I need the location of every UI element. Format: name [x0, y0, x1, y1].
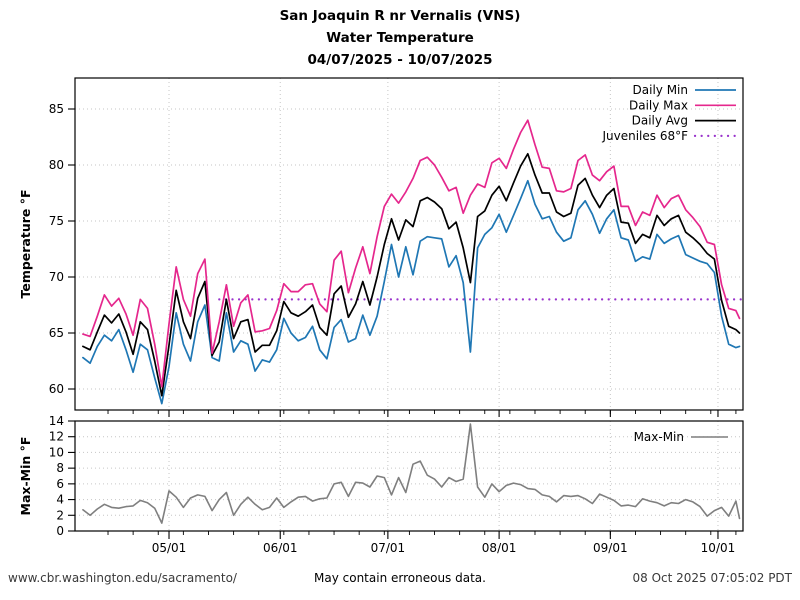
- y-tick-label: 80: [49, 158, 64, 172]
- y-tick-label: 6: [56, 477, 64, 491]
- y-tick-label: 65: [49, 326, 64, 340]
- temperature-panel-border: [74, 77, 744, 411]
- y-tick-label: 2: [56, 508, 64, 522]
- x-tick-label: 06/01: [263, 541, 298, 555]
- y-tick-label: 70: [49, 270, 64, 284]
- max-min-line: [82, 423, 741, 524]
- chart-title: San Joaquin R nr Vernalis (VNS) Water Te…: [0, 5, 800, 71]
- y-tick-label: 75: [49, 214, 64, 228]
- x-tick-label: 10/01: [701, 541, 736, 555]
- x-tick-label: 09/01: [593, 541, 628, 555]
- footer-disclaimer: May contain erroneous data.: [314, 571, 486, 585]
- footer-timestamp: 08 Oct 2025 07:05:02 PDT: [632, 571, 792, 585]
- legend-label: Daily Avg: [632, 114, 688, 128]
- footer-source-url: www.cbr.washington.edu/sacramento/: [8, 571, 237, 585]
- y-tick-label: 8: [56, 461, 64, 475]
- legend-label: Daily Max: [629, 98, 688, 112]
- temperature-axis-label: Temperature °F: [18, 189, 33, 298]
- daily-avg-line: [82, 152, 741, 397]
- y-tick-label: 0: [56, 524, 64, 538]
- y-tick-label: 10: [49, 445, 64, 459]
- y-tick-label: 85: [49, 102, 64, 116]
- x-tick-label: 07/01: [371, 541, 406, 555]
- chart-title-station: San Joaquin R nr Vernalis (VNS): [279, 8, 521, 24]
- maxmin-axis-label: Max-Min °F: [18, 437, 33, 516]
- chart-title-parameter: Water Temperature: [326, 30, 474, 46]
- legend-label: Max-Min: [634, 430, 684, 444]
- x-tick-label: 05/01: [152, 541, 187, 555]
- legend-label: Daily Min: [633, 83, 688, 97]
- chart-title-daterange: 04/07/2025 - 10/07/2025: [307, 52, 493, 68]
- y-tick-label: 14: [49, 414, 64, 428]
- x-tick-label: 08/01: [482, 541, 517, 555]
- daily-max-line: [82, 119, 741, 388]
- y-tick-label: 12: [49, 430, 64, 444]
- y-tick-label: 60: [49, 382, 64, 396]
- daily-min-line: [82, 179, 741, 405]
- y-tick-label: 4: [56, 493, 64, 507]
- legend-label: Juveniles 68°F: [601, 129, 688, 143]
